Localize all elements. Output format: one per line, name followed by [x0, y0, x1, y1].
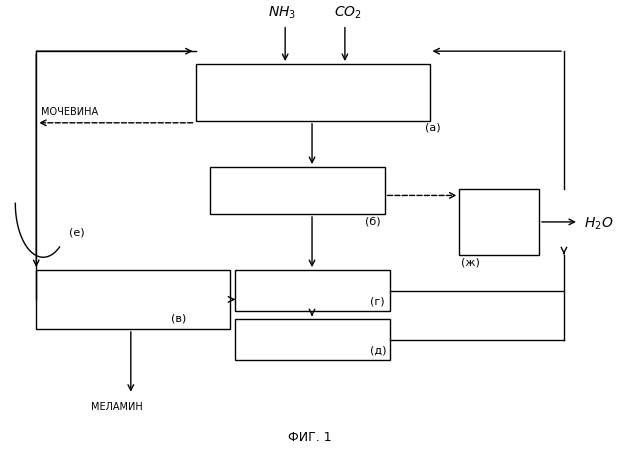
Text: (а): (а) — [424, 123, 440, 133]
Text: $\mathit{CO_2}$: $\mathit{CO_2}$ — [334, 4, 362, 21]
Bar — [36, 270, 230, 329]
Text: (б): (б) — [365, 216, 380, 226]
Bar — [236, 319, 390, 360]
Text: МОЧЕВИНА: МОЧЕВИНА — [41, 107, 99, 117]
Bar — [211, 167, 385, 214]
Text: $\mathit{H_2O}$: $\mathit{H_2O}$ — [584, 216, 613, 232]
Text: (г): (г) — [370, 296, 385, 306]
Text: МЕЛАМИН: МЕЛАМИН — [91, 401, 143, 411]
Text: (в): (в) — [171, 314, 186, 324]
Text: $\mathit{NH_3}$: $\mathit{NH_3}$ — [268, 4, 296, 21]
Bar — [196, 64, 429, 121]
Text: (ж): (ж) — [461, 257, 480, 267]
Text: (д): (д) — [370, 346, 387, 356]
Bar — [236, 270, 390, 311]
Bar — [460, 189, 539, 255]
Text: ФИГ. 1: ФИГ. 1 — [288, 431, 332, 444]
Text: (е): (е) — [69, 228, 84, 238]
